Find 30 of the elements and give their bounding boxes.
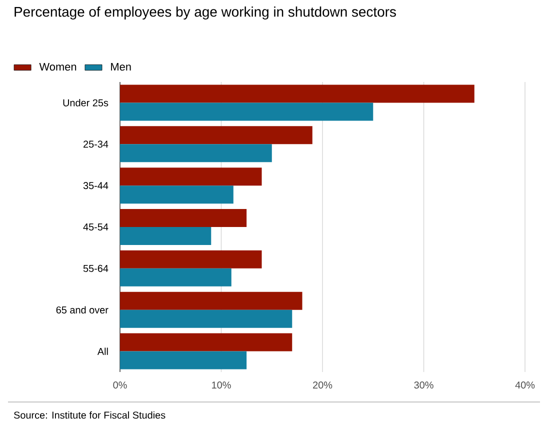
x-tick-label: 20% [313,382,332,389]
y-tick-label: Under 25s [63,99,108,106]
bar [120,250,262,268]
bar [120,84,474,103]
bar [120,102,374,121]
bar [120,268,232,286]
bar [120,126,312,144]
y-tick-label: 25-34 [84,140,108,148]
y-tick-label: All [97,348,108,355]
x-tick-label: 0% [113,382,127,389]
bar [120,227,212,246]
x-tick-label: 40% [515,382,535,389]
x-tick-label: 30% [414,382,434,389]
bar [120,333,292,352]
bar [120,209,247,228]
legend-label: Women [39,62,76,71]
y-tick-label: 55-64 [83,264,108,272]
bar [120,292,302,310]
y-tick-label: 65 and over [56,306,108,314]
bar [120,144,272,162]
bar [120,186,234,204]
source-note: Source: Institute for Fiscal Studies [14,411,166,419]
y-tick-label: 45-54 [83,224,108,230]
y-tick-label: 35-44 [83,182,108,190]
chart-title: Percentage of employees by age working in shutdown sectors [14,6,396,20]
bar [120,310,292,328]
bar [120,168,262,186]
x-tick-label: 10% [212,382,231,389]
legend-label: Men [111,62,131,71]
bar [120,351,247,370]
